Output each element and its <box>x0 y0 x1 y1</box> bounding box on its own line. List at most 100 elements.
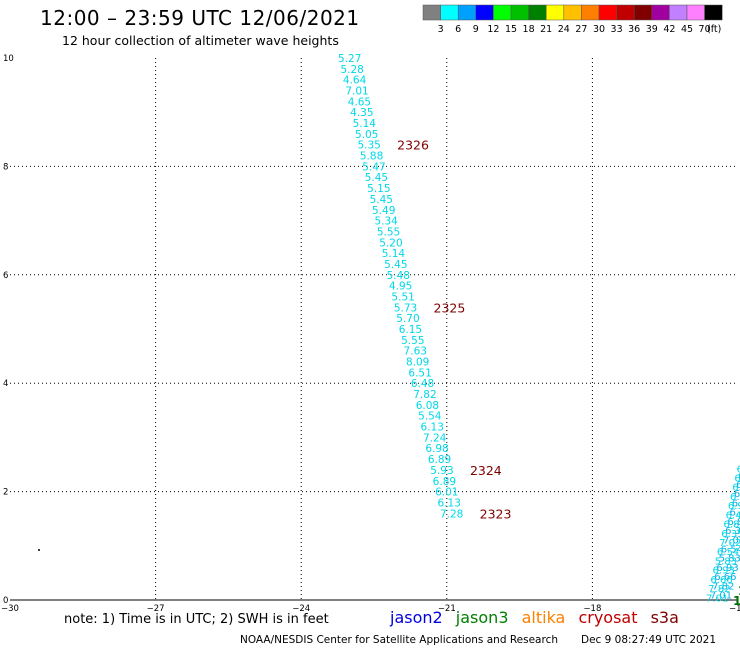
swh-value-right: 7.02 <box>719 538 740 549</box>
swh-value-right: 6.35 <box>725 526 740 537</box>
swh-value: 4.95 <box>389 281 412 293</box>
swh-value-right: 5.83 <box>715 556 737 567</box>
swh-value: 5.55 <box>377 226 400 238</box>
swh-value: 5.15 <box>367 183 390 195</box>
scale-label: 39 <box>646 24 658 35</box>
sat-jason2: jason2 <box>390 608 443 627</box>
sat-jason3: jason3 <box>455 608 509 627</box>
scale-swatch <box>633 4 653 21</box>
swh-value: 5.20 <box>379 237 402 249</box>
swh-value: 6.15 <box>399 324 422 336</box>
swh-value: 6.51 <box>408 367 431 379</box>
swh-value: 6.98 <box>425 443 448 455</box>
swh-value: 5.28 <box>340 64 363 76</box>
satellite-legend: jason2 jason3 altika cryosat s3a <box>390 608 687 627</box>
swh-value: 5.34 <box>374 216 398 228</box>
sat-cryosat: cryosat <box>578 608 638 627</box>
scale-label: 42 <box>663 24 675 35</box>
scale-swatch <box>563 4 582 21</box>
swh-value: 5.70 <box>396 313 419 325</box>
scale-label: 9 <box>473 24 479 35</box>
swh-value-right: 6.93 <box>716 563 738 574</box>
swh-value-right: 6.66 <box>710 575 732 586</box>
swh-value: 5.73 <box>394 302 417 314</box>
swh-value-right: 7.01 <box>710 591 732 602</box>
swh-value: 7.28 <box>440 508 463 520</box>
scale-label: 21 <box>540 24 552 35</box>
scale-swatch <box>440 4 459 21</box>
swh-value-right: 6.40 <box>726 510 740 521</box>
swh-value: 6.13 <box>421 422 444 434</box>
grid-lines <box>10 58 738 600</box>
sat-altika: altika <box>521 608 566 627</box>
scale-swatch <box>422 4 441 21</box>
y-tick-label: 10 <box>3 54 14 64</box>
scale-label: 70 <box>699 24 711 35</box>
swh-value: 5.48 <box>387 270 410 282</box>
swh-value: 7.24 <box>423 432 447 444</box>
scale-label: (ft) <box>707 24 721 35</box>
x-tick-label: −30 <box>1 604 19 614</box>
y-tick-label: 4 <box>3 379 8 389</box>
scale-label: 27 <box>575 24 587 35</box>
swh-value-right: 6.91 <box>728 501 740 512</box>
swh-value-right: 6.83 <box>723 520 740 531</box>
scale-label: 30 <box>593 24 605 35</box>
scale-swatch <box>457 4 477 21</box>
scale-label: 45 <box>681 24 693 35</box>
swh-value: 7.82 <box>413 389 436 401</box>
sat-s3a: s3a <box>650 608 679 627</box>
swh-value: 6.89 <box>433 476 456 488</box>
scale-label: 15 <box>505 24 517 35</box>
swh-value-right: 6.54 <box>717 547 739 558</box>
swh-value-right: 6.40 <box>730 508 740 519</box>
x-tick-label: −21 <box>438 604 456 614</box>
swh-value-right: 6.83 <box>727 517 740 528</box>
swh-value: 5.51 <box>391 291 414 303</box>
scale-swatch <box>581 4 600 21</box>
scale-swatch <box>528 4 547 21</box>
swh-value-right: 7.82 <box>712 581 734 592</box>
color-scale-legend: 3 6 9 12 15 18 21 24 27 30 33 36 39 42 45 70(ft) <box>422 4 723 35</box>
swh-value: 4.35 <box>350 107 373 119</box>
stray-mark <box>38 549 40 551</box>
y-tick-label: 2 <box>3 488 8 498</box>
pass-number: 2326 <box>397 138 429 153</box>
scale-label: 36 <box>628 24 640 35</box>
scale-swatch <box>616 4 635 21</box>
y-tick-label: 0 <box>3 596 8 606</box>
pass-number: 175 <box>733 594 740 608</box>
swh-value-right: 7.01 <box>706 593 728 604</box>
swh-value: 5.27 <box>338 53 361 65</box>
swh-value-right: 6.29 <box>738 471 740 482</box>
x-tick-label: −24 <box>292 604 310 614</box>
swh-value: 6.13 <box>438 497 461 509</box>
tick-labels: −30 −27 −24 −21 −18 −15 0 2 4 6 8 10 <box>1 54 740 614</box>
pass-number: 2325 <box>434 300 466 315</box>
chart-title: 12:00 – 23:59 UTC 12/06/2021 <box>40 6 360 30</box>
swh-value-right: 6.01 <box>730 492 740 503</box>
swh-value: 7.01 <box>345 86 368 98</box>
y-tick-label: 8 <box>3 162 8 172</box>
swh-value: 5.93 <box>430 465 453 477</box>
pass-number: 175 <box>738 584 740 598</box>
swh-value: 6.89 <box>428 454 451 466</box>
pass-number: 2323 <box>480 506 512 521</box>
swh-value: 6.08 <box>416 400 439 412</box>
swh-value-right: 6.35 <box>721 529 740 540</box>
swh-value: 5.55 <box>401 335 424 347</box>
scale-swatch <box>493 4 512 21</box>
pass-number: 2324 <box>470 463 502 478</box>
x-tick-label: −18 <box>583 604 601 614</box>
swh-value: 5.35 <box>357 140 380 152</box>
swh-value: 5.88 <box>360 151 383 163</box>
swh-value: 5.05 <box>355 129 378 141</box>
scale-label: 12 <box>487 24 499 35</box>
swh-value: 6.01 <box>435 487 458 499</box>
swh-value: 5.45 <box>370 194 393 206</box>
swh-value: 5.54 <box>418 411 442 423</box>
swh-value-right: 7.82 <box>708 584 730 595</box>
right-track: 7.017.017.827.826.666.666.936.935.835.83… <box>706 464 740 604</box>
swh-value: 5.49 <box>372 205 395 217</box>
